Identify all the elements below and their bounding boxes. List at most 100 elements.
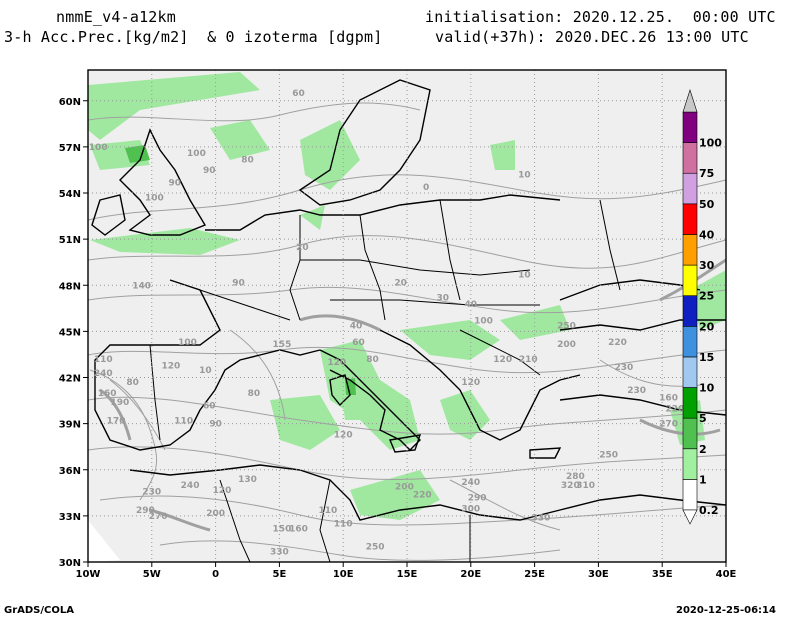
contour-label: 220 — [666, 404, 685, 414]
legend-swatch — [682, 234, 698, 266]
legend-level-label: 0.2 — [699, 504, 719, 517]
lon-tick-label: 5W — [143, 569, 161, 580]
contour-iberia — [99, 388, 132, 441]
contour-line — [229, 329, 286, 421]
contour-label: 220 — [413, 490, 432, 500]
lat-tick-label: 39N — [59, 420, 81, 431]
contour-label: 320 — [561, 481, 580, 491]
border-line — [359, 214, 386, 321]
contour-label: 240 — [181, 481, 200, 491]
coast-ireland — [91, 194, 126, 236]
precip-baltic — [490, 140, 515, 170]
contour-label: 200 — [557, 340, 576, 350]
lat-tick-label: 57N — [59, 143, 81, 154]
contour-label: 20 — [296, 243, 309, 253]
contour-label: 220 — [608, 338, 627, 348]
contour-label: 30 — [436, 294, 449, 304]
legend-swatch — [682, 142, 698, 174]
contour-label: 110 — [318, 506, 337, 516]
contour-label: 250 — [366, 543, 385, 553]
lon-tick-label: 0 — [212, 569, 219, 580]
contour-line — [99, 495, 727, 526]
contour-label: 290 — [136, 506, 155, 516]
precip-ionian — [440, 390, 490, 440]
footer-timestamp: 2020-12-25-06:14 — [676, 605, 776, 616]
coast-adriatic-greece — [379, 329, 581, 441]
contour-label: 10 — [518, 271, 531, 281]
lat-tick-label: 30N — [59, 558, 81, 569]
init-time: initialisation: 2020.12.25. 00:00 UTC — [425, 8, 776, 26]
lon-tick-label: 10W — [76, 569, 101, 580]
contour-label: 90 — [203, 166, 216, 176]
contour-label: 10 — [199, 366, 212, 376]
legend-swatch — [682, 264, 698, 296]
contour-label: 40 — [465, 300, 478, 310]
contour-label: 40 — [350, 321, 363, 331]
border-line — [289, 215, 301, 321]
precip-north-sea — [210, 120, 270, 160]
lat-tick-label: 33N — [59, 512, 81, 523]
contour-label: 0 — [423, 183, 429, 193]
precip-north-atlantic — [88, 72, 260, 140]
contour-label: 330 — [270, 547, 289, 557]
contour-label: 100 — [145, 194, 164, 204]
contour-label: 140 — [132, 281, 151, 291]
contour-label: 250 — [599, 450, 618, 460]
contour-label: 110 — [94, 355, 113, 365]
legend-level-label: 5 — [699, 412, 707, 425]
lat-tick-label: 45N — [59, 327, 81, 338]
contour-label: 80 — [248, 389, 261, 399]
contour-label: 250 — [557, 321, 576, 331]
coast-scandinavia — [298, 79, 431, 206]
lat-tick-label: 48N — [59, 281, 81, 292]
legend-swatch — [682, 326, 698, 358]
coast-crete — [529, 447, 562, 459]
contour-label: 80 — [126, 378, 139, 388]
contour-line — [109, 379, 166, 451]
contour-label: 230 — [627, 386, 646, 396]
contour-label: 200 — [395, 483, 414, 493]
legend-swatch — [682, 448, 698, 480]
contour-label: 120 — [213, 486, 232, 496]
contour-label: 120 — [327, 358, 346, 368]
precip-balkans — [400, 320, 500, 360]
legend-swatch — [682, 111, 698, 143]
coastlines — [91, 79, 727, 521]
contour-atlas — [149, 508, 211, 532]
border-line — [599, 199, 621, 291]
contour-label: 100 — [187, 149, 206, 159]
contour-label: 60 — [352, 338, 365, 348]
legend-arrow-high — [682, 89, 698, 113]
contour-label: 290 — [468, 494, 487, 504]
contour-line — [87, 286, 727, 314]
model-name: nmmE_v4-a12km — [56, 8, 176, 26]
border-line — [439, 199, 461, 301]
border-line — [330, 299, 540, 306]
contour-label: 150 — [273, 524, 292, 534]
precip-norway — [300, 120, 360, 190]
outside-domain-sw — [88, 520, 120, 562]
border-line — [219, 479, 251, 563]
lon-tick-label: 40E — [716, 569, 737, 580]
legend-swatch — [682, 203, 698, 235]
contour-label: 60 — [292, 89, 305, 99]
contour-label: 80 — [241, 155, 254, 165]
contour-label: 90 — [209, 420, 222, 430]
legend-level-label: 75 — [699, 167, 714, 180]
lat-tick-label: 51N — [59, 235, 81, 246]
coast-great-britain — [119, 128, 207, 236]
contour-label: 60 — [203, 401, 216, 411]
contour-line — [87, 235, 727, 269]
contour-label: 160 — [289, 524, 308, 534]
contour-label: 100 — [178, 338, 197, 348]
legend-swatch — [682, 295, 698, 327]
lon-tick-label: 25E — [524, 569, 545, 580]
legend-level-label: 10 — [699, 382, 715, 395]
contour-anatolia — [639, 418, 721, 436]
legend-level-label: 30 — [699, 259, 715, 272]
contour-label: 100 — [474, 317, 493, 327]
legend-level-label: 15 — [699, 351, 714, 364]
precip-denmark — [300, 205, 325, 230]
contour-line — [89, 369, 158, 501]
